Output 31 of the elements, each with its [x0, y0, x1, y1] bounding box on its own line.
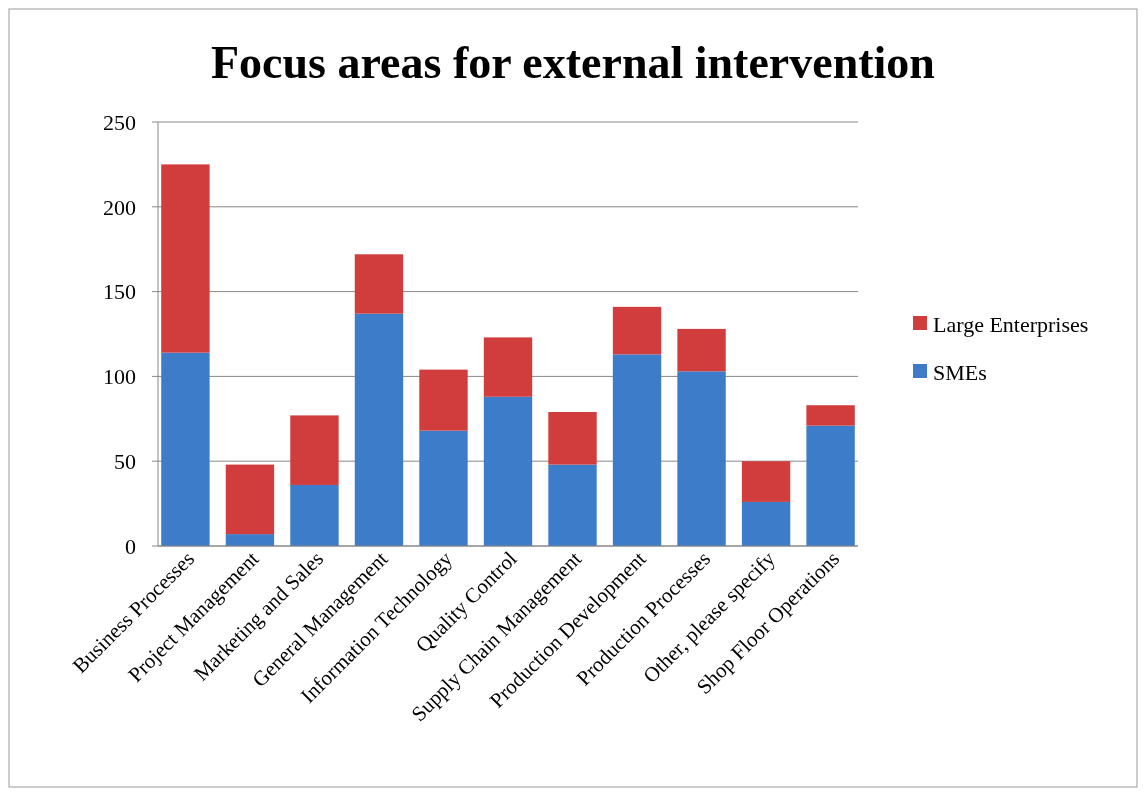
- bar: [548, 412, 597, 465]
- bar: [419, 430, 468, 546]
- bar: [354, 254, 404, 314]
- bar: [548, 464, 597, 546]
- bar: [677, 328, 726, 372]
- y-tick-label: 250: [103, 109, 136, 135]
- bar: [483, 396, 533, 546]
- bar: [419, 369, 468, 431]
- bar: [290, 415, 339, 485]
- legend-label: Large Enterprises: [933, 311, 1089, 337]
- bar: [483, 337, 533, 397]
- bar: [225, 534, 275, 546]
- y-tick-label: 50: [114, 448, 136, 474]
- bar: [677, 371, 726, 546]
- y-tick-label: 150: [103, 279, 136, 305]
- bar: [806, 425, 855, 546]
- bar: [161, 352, 210, 546]
- bar: [290, 484, 339, 546]
- bar: [354, 313, 404, 546]
- legend-label: SMEs: [933, 359, 987, 385]
- bar: [741, 501, 791, 546]
- y-tick-label: 100: [103, 364, 136, 390]
- bar: [612, 354, 662, 546]
- y-tick-label: 200: [103, 194, 136, 220]
- bar: [741, 461, 791, 502]
- bar: [612, 306, 662, 355]
- bar: [161, 164, 210, 353]
- chart-title: Focus areas for external intervention: [211, 37, 935, 88]
- bar: [806, 405, 855, 426]
- y-tick-label: 0: [125, 533, 136, 559]
- bar: [225, 464, 275, 535]
